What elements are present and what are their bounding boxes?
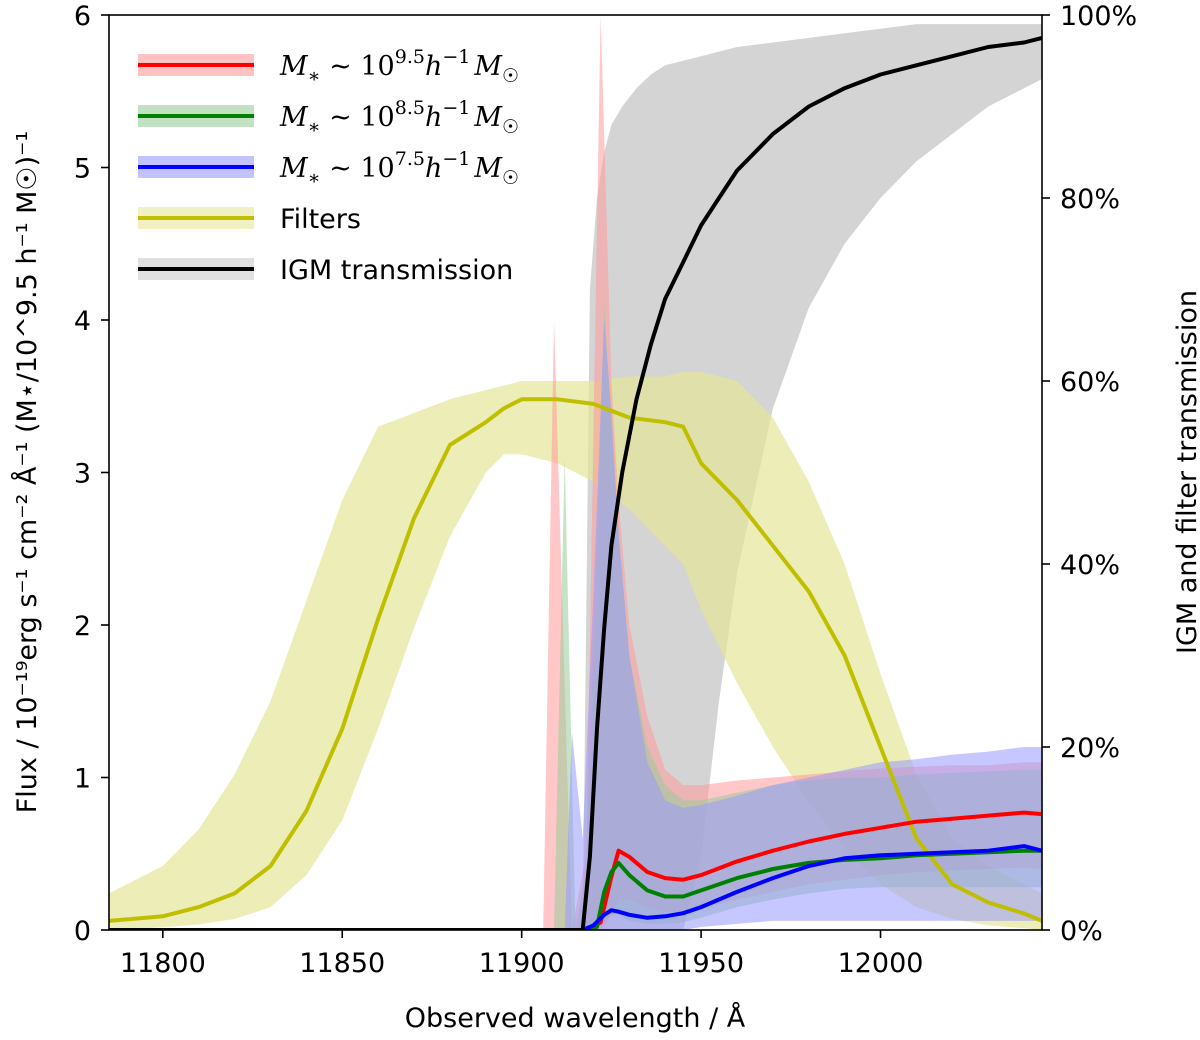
y2-tick-label: 60% xyxy=(1060,367,1120,398)
x-tick-label: 11800 xyxy=(120,948,206,979)
x-tick-label: 12000 xyxy=(838,948,924,979)
y-tick-label: 0 xyxy=(74,916,91,947)
legend-label: Filters xyxy=(280,204,361,235)
y2-tick-label: 100% xyxy=(1060,1,1137,32)
y-tick-label: 5 xyxy=(74,154,91,185)
legend: M∗ ~ 109.5h−1 M☉ M∗ ~ 108.5h−1 M☉ M∗ ~ 107.5… xyxy=(138,46,519,286)
x-tick-label: 11850 xyxy=(299,948,385,979)
y2-axis-label: IGM and filter transmission xyxy=(1172,290,1200,654)
legend-label: M∗ ~ 107.5h−1 M☉ xyxy=(279,148,519,189)
line-4 xyxy=(109,35,1042,930)
line-0 xyxy=(109,810,1042,930)
y-tick-label: 4 xyxy=(74,306,91,337)
y2-tick-label: 0% xyxy=(1060,916,1103,947)
x-axis: 11800 11850 11900 11950 12000 xyxy=(120,930,924,979)
x-axis-label: Observed wavelength / Å xyxy=(405,1002,746,1034)
band-4 xyxy=(109,24,1042,930)
line-3 xyxy=(109,397,1042,923)
line-2 xyxy=(109,844,1042,930)
legend-label: M∗ ~ 108.5h−1 M☉ xyxy=(279,97,519,138)
legend-label: M∗ ~ 109.5h−1 M☉ xyxy=(279,46,519,87)
y2-tick-label: 40% xyxy=(1060,550,1120,581)
confidence-bands xyxy=(109,15,1042,930)
y2-tick-label: 20% xyxy=(1060,733,1120,764)
y-tick-label: 6 xyxy=(74,1,91,32)
series-lines xyxy=(109,35,1042,930)
y-tick-label: 2 xyxy=(74,611,91,642)
y2-tick-label: 80% xyxy=(1060,184,1120,215)
y-tick-label: 3 xyxy=(74,459,91,490)
x-tick-label: 11900 xyxy=(479,948,565,979)
x-tick-label: 11950 xyxy=(658,948,744,979)
y-axis-label: Flux / 10⁻¹⁹erg s⁻¹ cm⁻² Å⁻¹ (M⋆/10^9.5 … xyxy=(11,131,43,813)
y-tick-label: 1 xyxy=(74,764,91,795)
y-axis-right: 0% 20% 40% 60% 80% 100% xyxy=(1042,1,1137,947)
y-axis-left: 0 1 2 3 4 5 6 xyxy=(74,1,109,947)
band-2 xyxy=(109,320,1042,930)
legend-label: IGM transmission xyxy=(280,255,513,286)
